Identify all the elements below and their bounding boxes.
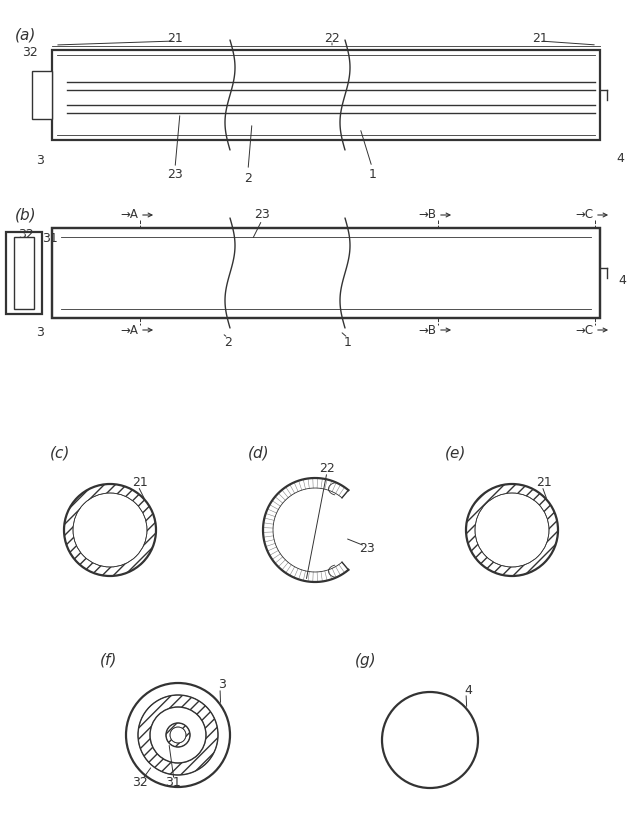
Bar <box>52 50 600 140</box>
Circle shape <box>138 695 218 775</box>
Text: 4: 4 <box>618 274 626 286</box>
Bar <box>70 255 594 271</box>
Bar <box>52 309 600 318</box>
Text: 32: 32 <box>22 45 38 59</box>
Text: (b): (b) <box>15 208 36 223</box>
Text: 3: 3 <box>218 678 226 691</box>
Text: 31: 31 <box>42 232 58 244</box>
Text: 21: 21 <box>536 475 552 488</box>
Polygon shape <box>273 488 342 572</box>
Bar <box>52 228 600 318</box>
Text: 23: 23 <box>167 168 183 182</box>
Text: 32: 32 <box>18 229 34 242</box>
Circle shape <box>126 683 230 787</box>
Bar <box>70 277 594 294</box>
Text: 1: 1 <box>344 336 352 348</box>
Text: 32: 32 <box>132 776 148 790</box>
Bar <box>32 71 52 119</box>
Text: 4: 4 <box>464 683 472 696</box>
Text: →B: →B <box>418 209 436 221</box>
Text: 3: 3 <box>36 326 44 338</box>
Text: (g): (g) <box>355 653 376 667</box>
Text: →C: →C <box>575 209 593 221</box>
Text: 2: 2 <box>244 172 252 185</box>
Text: 21: 21 <box>532 31 548 45</box>
Text: (e): (e) <box>445 446 467 460</box>
Bar <box>14 237 34 309</box>
Text: 3: 3 <box>36 153 44 167</box>
Circle shape <box>466 484 558 576</box>
Circle shape <box>382 692 478 788</box>
Text: (a): (a) <box>15 27 36 43</box>
Text: 21: 21 <box>132 475 148 488</box>
Text: 21: 21 <box>167 31 183 45</box>
Bar <box>52 228 600 318</box>
Text: (d): (d) <box>248 446 269 460</box>
Text: 1: 1 <box>369 168 377 182</box>
Text: 22: 22 <box>324 31 340 45</box>
Bar <box>14 237 34 309</box>
Bar <box>52 228 600 237</box>
Circle shape <box>166 723 190 747</box>
Text: (c): (c) <box>50 446 70 460</box>
Text: →B: →B <box>418 323 436 337</box>
Text: 22: 22 <box>319 461 335 474</box>
Text: 23: 23 <box>254 209 270 221</box>
Text: →C: →C <box>575 323 593 337</box>
Text: (f): (f) <box>100 653 117 667</box>
Text: →A: →A <box>120 209 138 221</box>
Text: 23: 23 <box>359 541 375 554</box>
Text: 31: 31 <box>165 776 181 790</box>
Bar <box>6 232 42 314</box>
Text: 2: 2 <box>224 336 232 348</box>
Text: →A: →A <box>120 323 138 337</box>
Circle shape <box>64 484 156 576</box>
Text: 4: 4 <box>616 152 624 164</box>
